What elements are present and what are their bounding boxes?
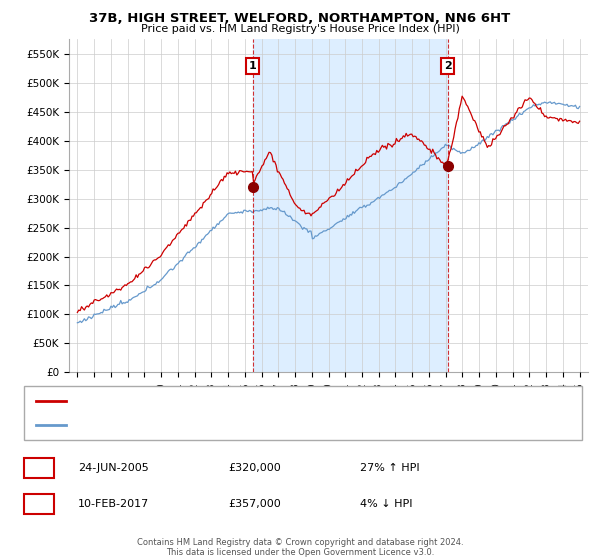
Text: 37B, HIGH STREET, WELFORD, NORTHAMPTON, NN6 6HT: 37B, HIGH STREET, WELFORD, NORTHAMPTON, … [89,12,511,25]
Text: 1: 1 [35,463,43,473]
Text: Price paid vs. HM Land Registry's House Price Index (HPI): Price paid vs. HM Land Registry's House … [140,24,460,34]
Text: HPI: Average price, detached house, West Northamptonshire: HPI: Average price, detached house, West… [75,419,372,430]
Text: Contains HM Land Registry data © Crown copyright and database right 2024.
This d: Contains HM Land Registry data © Crown c… [137,538,463,557]
Text: £320,000: £320,000 [228,463,281,473]
Text: 27% ↑ HPI: 27% ↑ HPI [360,463,419,473]
Text: 37B, HIGH STREET, WELFORD, NORTHAMPTON, NN6 6HT (detached house): 37B, HIGH STREET, WELFORD, NORTHAMPTON, … [75,396,442,407]
Text: 1: 1 [249,61,257,71]
Text: 4% ↓ HPI: 4% ↓ HPI [360,499,413,509]
Text: 2: 2 [35,499,43,509]
Text: £357,000: £357,000 [228,499,281,509]
Bar [253,39,448,372]
Text: 24-JUN-2005: 24-JUN-2005 [78,463,149,473]
Text: 2: 2 [443,61,451,71]
Text: 10-FEB-2017: 10-FEB-2017 [78,499,149,509]
